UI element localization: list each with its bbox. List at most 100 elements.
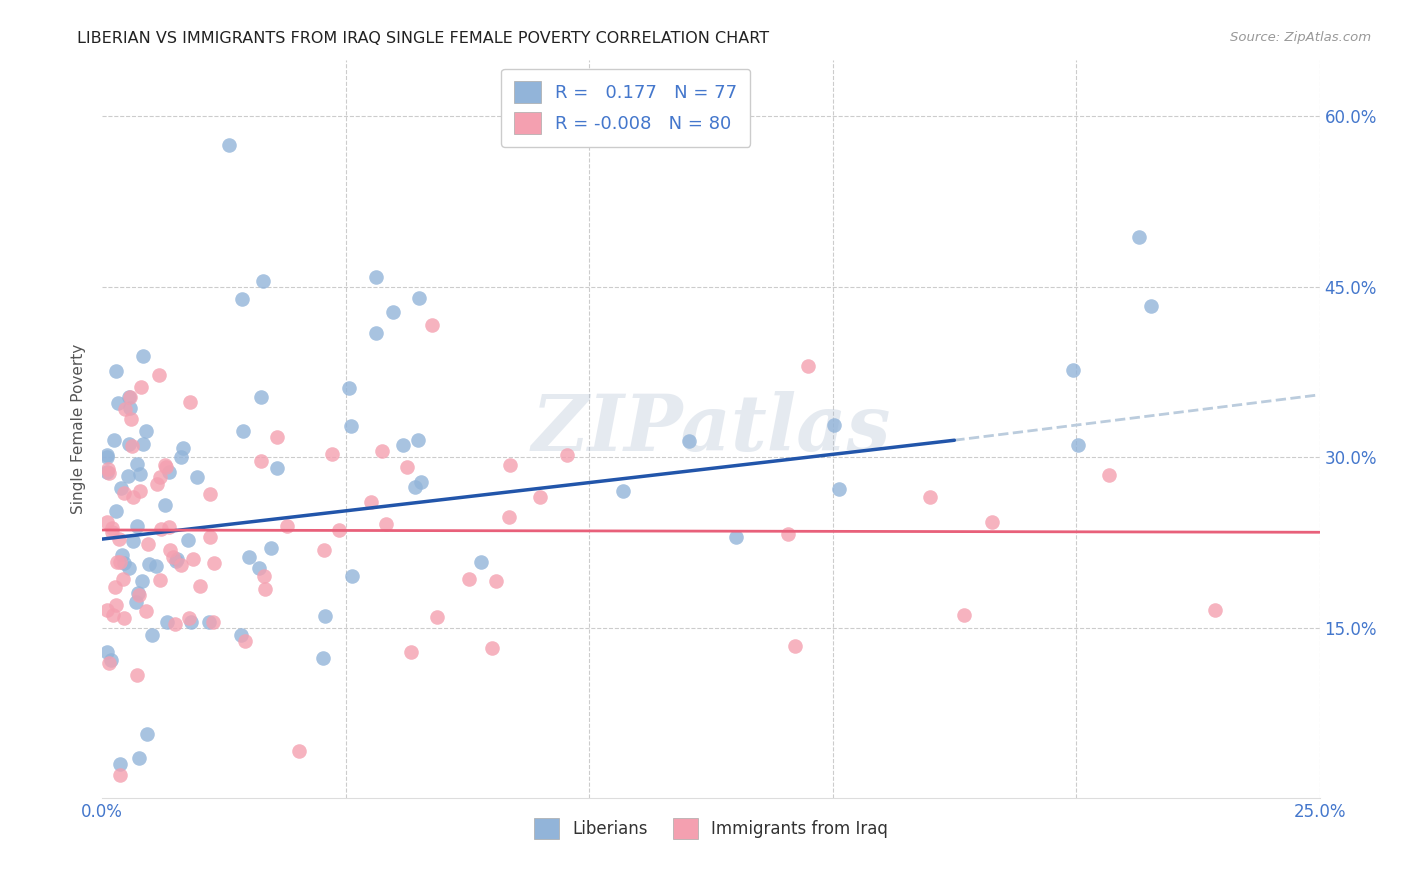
Point bbox=[420, 318, 443, 333]
Point bbox=[96, 644, 118, 658]
Point bbox=[180, 615, 202, 630]
Point bbox=[828, 482, 851, 496]
Point bbox=[260, 541, 283, 556]
Point bbox=[117, 469, 139, 483]
Point bbox=[314, 609, 336, 624]
Y-axis label: Single Female Poverty: Single Female Poverty bbox=[72, 343, 86, 514]
Point bbox=[153, 498, 176, 512]
Text: ZIPatlas: ZIPatlas bbox=[531, 391, 890, 467]
Point bbox=[132, 436, 155, 450]
Point bbox=[112, 557, 135, 571]
Point bbox=[105, 363, 128, 377]
Point bbox=[360, 495, 382, 509]
Point bbox=[146, 476, 169, 491]
Point bbox=[229, 628, 252, 642]
Point bbox=[253, 569, 276, 583]
Point bbox=[104, 599, 127, 613]
Point bbox=[337, 381, 360, 395]
Point bbox=[112, 610, 135, 624]
Point bbox=[321, 447, 343, 461]
Point bbox=[129, 483, 152, 498]
Point bbox=[953, 608, 976, 623]
Point bbox=[97, 462, 120, 476]
Point bbox=[374, 516, 396, 531]
Point bbox=[159, 542, 181, 557]
Point bbox=[111, 548, 134, 562]
Point bbox=[408, 291, 430, 305]
Point bbox=[364, 326, 387, 341]
Point bbox=[165, 616, 187, 631]
Point bbox=[406, 433, 429, 447]
Point bbox=[485, 574, 508, 588]
Point bbox=[202, 615, 225, 630]
Point bbox=[529, 490, 551, 504]
Point bbox=[138, 557, 160, 571]
Point bbox=[1062, 363, 1084, 377]
Point bbox=[149, 573, 172, 587]
Text: LIBERIAN VS IMMIGRANTS FROM IRAQ SINGLE FEMALE POVERTY CORRELATION CHART: LIBERIAN VS IMMIGRANTS FROM IRAQ SINGLE … bbox=[77, 31, 769, 46]
Point bbox=[481, 640, 503, 655]
Point bbox=[918, 490, 941, 504]
Point bbox=[101, 524, 124, 539]
Point bbox=[128, 751, 150, 765]
Point bbox=[498, 509, 520, 524]
Point bbox=[110, 757, 132, 772]
Point bbox=[457, 572, 479, 586]
Point bbox=[202, 556, 225, 570]
Text: Source: ZipAtlas.com: Source: ZipAtlas.com bbox=[1230, 31, 1371, 45]
Point bbox=[231, 292, 253, 306]
Point bbox=[125, 594, 148, 608]
Point bbox=[288, 744, 311, 758]
Point bbox=[120, 401, 142, 416]
Point bbox=[118, 561, 141, 575]
Point bbox=[108, 768, 131, 782]
Point bbox=[499, 458, 522, 472]
Point bbox=[177, 611, 200, 625]
Point bbox=[103, 434, 125, 448]
Point bbox=[252, 274, 274, 288]
Point bbox=[364, 269, 387, 284]
Point bbox=[112, 486, 135, 500]
Point bbox=[96, 515, 118, 529]
Point bbox=[409, 475, 432, 490]
Point bbox=[122, 534, 145, 549]
Point bbox=[823, 417, 845, 432]
Point bbox=[1098, 468, 1121, 483]
Point bbox=[426, 610, 449, 624]
Point bbox=[371, 444, 394, 458]
Point bbox=[188, 579, 211, 593]
Point bbox=[100, 653, 122, 667]
Point bbox=[181, 552, 204, 566]
Point bbox=[162, 549, 184, 564]
Point bbox=[141, 628, 163, 642]
Point bbox=[612, 484, 634, 499]
Point bbox=[98, 466, 121, 480]
Legend: Liberians, Immigrants from Iraq: Liberians, Immigrants from Iraq bbox=[527, 812, 894, 846]
Point bbox=[166, 554, 188, 568]
Point bbox=[135, 604, 157, 618]
Point bbox=[395, 460, 418, 475]
Point bbox=[155, 459, 177, 474]
Point bbox=[1140, 299, 1163, 313]
Point bbox=[127, 668, 149, 682]
Point bbox=[232, 424, 254, 438]
Point bbox=[131, 349, 153, 363]
Point bbox=[233, 634, 256, 648]
Point bbox=[134, 424, 156, 438]
Point bbox=[121, 439, 143, 453]
Point bbox=[110, 481, 132, 495]
Point bbox=[250, 453, 273, 467]
Point bbox=[218, 137, 240, 152]
Point bbox=[118, 437, 141, 451]
Point bbox=[404, 480, 426, 494]
Point bbox=[797, 359, 820, 374]
Point bbox=[96, 602, 118, 616]
Point bbox=[104, 580, 127, 594]
Point bbox=[197, 615, 219, 629]
Point bbox=[129, 467, 152, 482]
Point bbox=[107, 396, 129, 410]
Point bbox=[776, 527, 799, 541]
Point bbox=[127, 458, 149, 472]
Point bbox=[328, 524, 350, 538]
Point bbox=[724, 530, 747, 544]
